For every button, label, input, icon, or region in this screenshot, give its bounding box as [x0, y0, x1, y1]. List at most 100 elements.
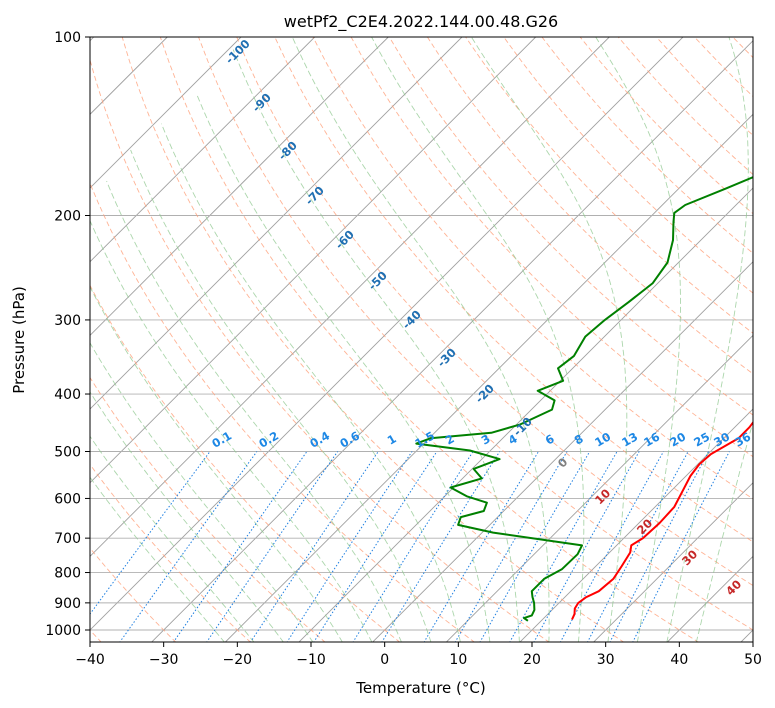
dry-adiabat-line: [90, 58, 550, 642]
mixing-ratio-line: [609, 451, 710, 642]
dry-adiabat-line: [312, 37, 753, 500]
isotherm-line: [90, 37, 684, 631]
isotherm-line: [593, 482, 753, 642]
moist-adiabat-line: [106, 180, 402, 642]
moist-adiabat-line: [90, 476, 225, 642]
x-tick-label: 0: [380, 652, 389, 668]
mixing-ratio-line: [352, 451, 474, 642]
moist-adiabat-line: [595, 37, 681, 642]
mixing-ratio-label: 30: [711, 430, 732, 450]
y-axis-ticks: 100 200 300 400 500 600 700 800 900 1000: [45, 30, 90, 639]
mixing-ratio-label: 10: [592, 430, 613, 450]
y-tick-label: 900: [54, 596, 81, 612]
x-tick-label: 30: [597, 652, 615, 668]
mixing-ratio-line: [423, 451, 539, 642]
y-tick-label: 300: [54, 313, 81, 329]
moist-adiabat-line: [471, 37, 628, 642]
mixing-ratio-label: 20: [667, 430, 688, 450]
dry-adiabat-line: [159, 37, 699, 642]
moist-adiabat-line: [666, 37, 749, 642]
x-axis-label: Temperature (°C): [355, 679, 485, 697]
dry-adiabat-line: [388, 37, 753, 416]
isotherm-line: [90, 37, 463, 410]
mixing-ratio-line: [173, 451, 308, 642]
mixing-ratio-line: [632, 451, 730, 642]
moist-adiabat-line: [160, 123, 461, 642]
moist-adiabats: [90, 37, 753, 642]
mixing-ratio-label: 36: [732, 430, 753, 450]
x-tick-label: 40: [670, 652, 688, 668]
moist-adiabat-line: [90, 342, 314, 642]
isotherm-line: [445, 334, 753, 642]
mixing-ratio-line: [249, 451, 379, 642]
mixing-ratio-line: [587, 451, 689, 642]
dry-adiabat-line: [503, 37, 753, 294]
mixing-ratio-line: [206, 451, 339, 642]
y-tick-label: 800: [54, 566, 81, 582]
chart-title: wetPf2_C2E4.2022.144.00.48.G26: [284, 12, 558, 32]
dewpoint-profile-line: [415, 176, 753, 622]
mixing-ratio-line: [313, 451, 438, 642]
temperature-profile-line: [571, 420, 753, 620]
mixing-ratio-line: [381, 451, 501, 642]
mixing-ratio-line: [559, 451, 664, 642]
isotherm-line: [90, 37, 389, 336]
moist-adiabat-line: [90, 286, 343, 642]
y-tick-label: 400: [54, 387, 81, 403]
pressure-grid: [90, 37, 753, 631]
y-tick-label: 500: [54, 444, 81, 460]
y-tick-label: 100: [54, 30, 81, 46]
mixing-ratio-label: 25: [691, 430, 712, 450]
mixing-ratio-line: [533, 451, 640, 642]
x-axis-ticks: −40 −30 −20 −10 0 10 20 30 40 50: [75, 642, 762, 668]
dry-adiabat-line: [90, 376, 326, 642]
dry-adiabat-line: [90, 463, 251, 642]
moist-adiabat-line: [232, 49, 520, 642]
mixing-ratio-label: 16: [641, 430, 662, 450]
mixing-ratio-line: [119, 451, 258, 642]
moist-adiabat-line: [196, 94, 491, 642]
isotherm-grid: [90, 37, 753, 642]
dry-adiabat-line: [121, 37, 625, 642]
dry-adiabat-line: [427, 37, 753, 375]
x-tick-label: −20: [223, 652, 253, 668]
mixing-ratio-lines: [90, 451, 730, 642]
dry-adiabats: [90, 37, 753, 642]
x-tick-label: 10: [449, 652, 467, 668]
mixing-ratio-label: 13: [619, 430, 640, 450]
isotherm-line: [90, 37, 242, 189]
isotherm-line: [224, 113, 753, 642]
dry-adiabat-line: [90, 284, 401, 642]
isotherm-line: [151, 40, 753, 642]
y-tick-label: 1000: [45, 623, 81, 639]
isotherm-line: [90, 37, 316, 263]
moist-adiabat-line: [291, 37, 550, 642]
dry-adiabat-line: [198, 37, 753, 631]
dry-adiabat-line: [236, 37, 753, 587]
sounding-series: [415, 176, 753, 622]
x-tick-label: −30: [149, 652, 179, 668]
moist-adiabat-line: [90, 219, 373, 642]
isotherm-line: [90, 37, 537, 484]
y-tick-label: 600: [54, 491, 81, 507]
isotherm-line: [519, 408, 753, 642]
mixing-ratio-line: [509, 451, 618, 642]
y-tick-label: 700: [54, 531, 81, 547]
plot-area: -100-90-80-70-60-50-40-30-20-1000.1 0.2 0.…: [90, 37, 753, 642]
dry-adiabat-line: [90, 547, 177, 642]
dry-adiabat-line: [90, 182, 475, 642]
x-tick-label: 50: [744, 652, 762, 668]
isotherm-line: [90, 37, 610, 558]
x-tick-label: −10: [296, 652, 326, 668]
x-tick-label: 20: [523, 652, 541, 668]
mixing-ratio-line: [286, 451, 413, 642]
y-axis-label: Pressure (hPa): [10, 286, 28, 394]
moist-adiabat-line: [130, 149, 432, 642]
isotherm-line: [372, 261, 753, 642]
plot-frame: [89, 36, 754, 643]
x-tick-label: −40: [75, 652, 105, 668]
mixing-ratio-line: [90, 451, 211, 615]
y-tick-label: 200: [54, 209, 81, 225]
moist-adiabat-line: [371, 37, 585, 642]
